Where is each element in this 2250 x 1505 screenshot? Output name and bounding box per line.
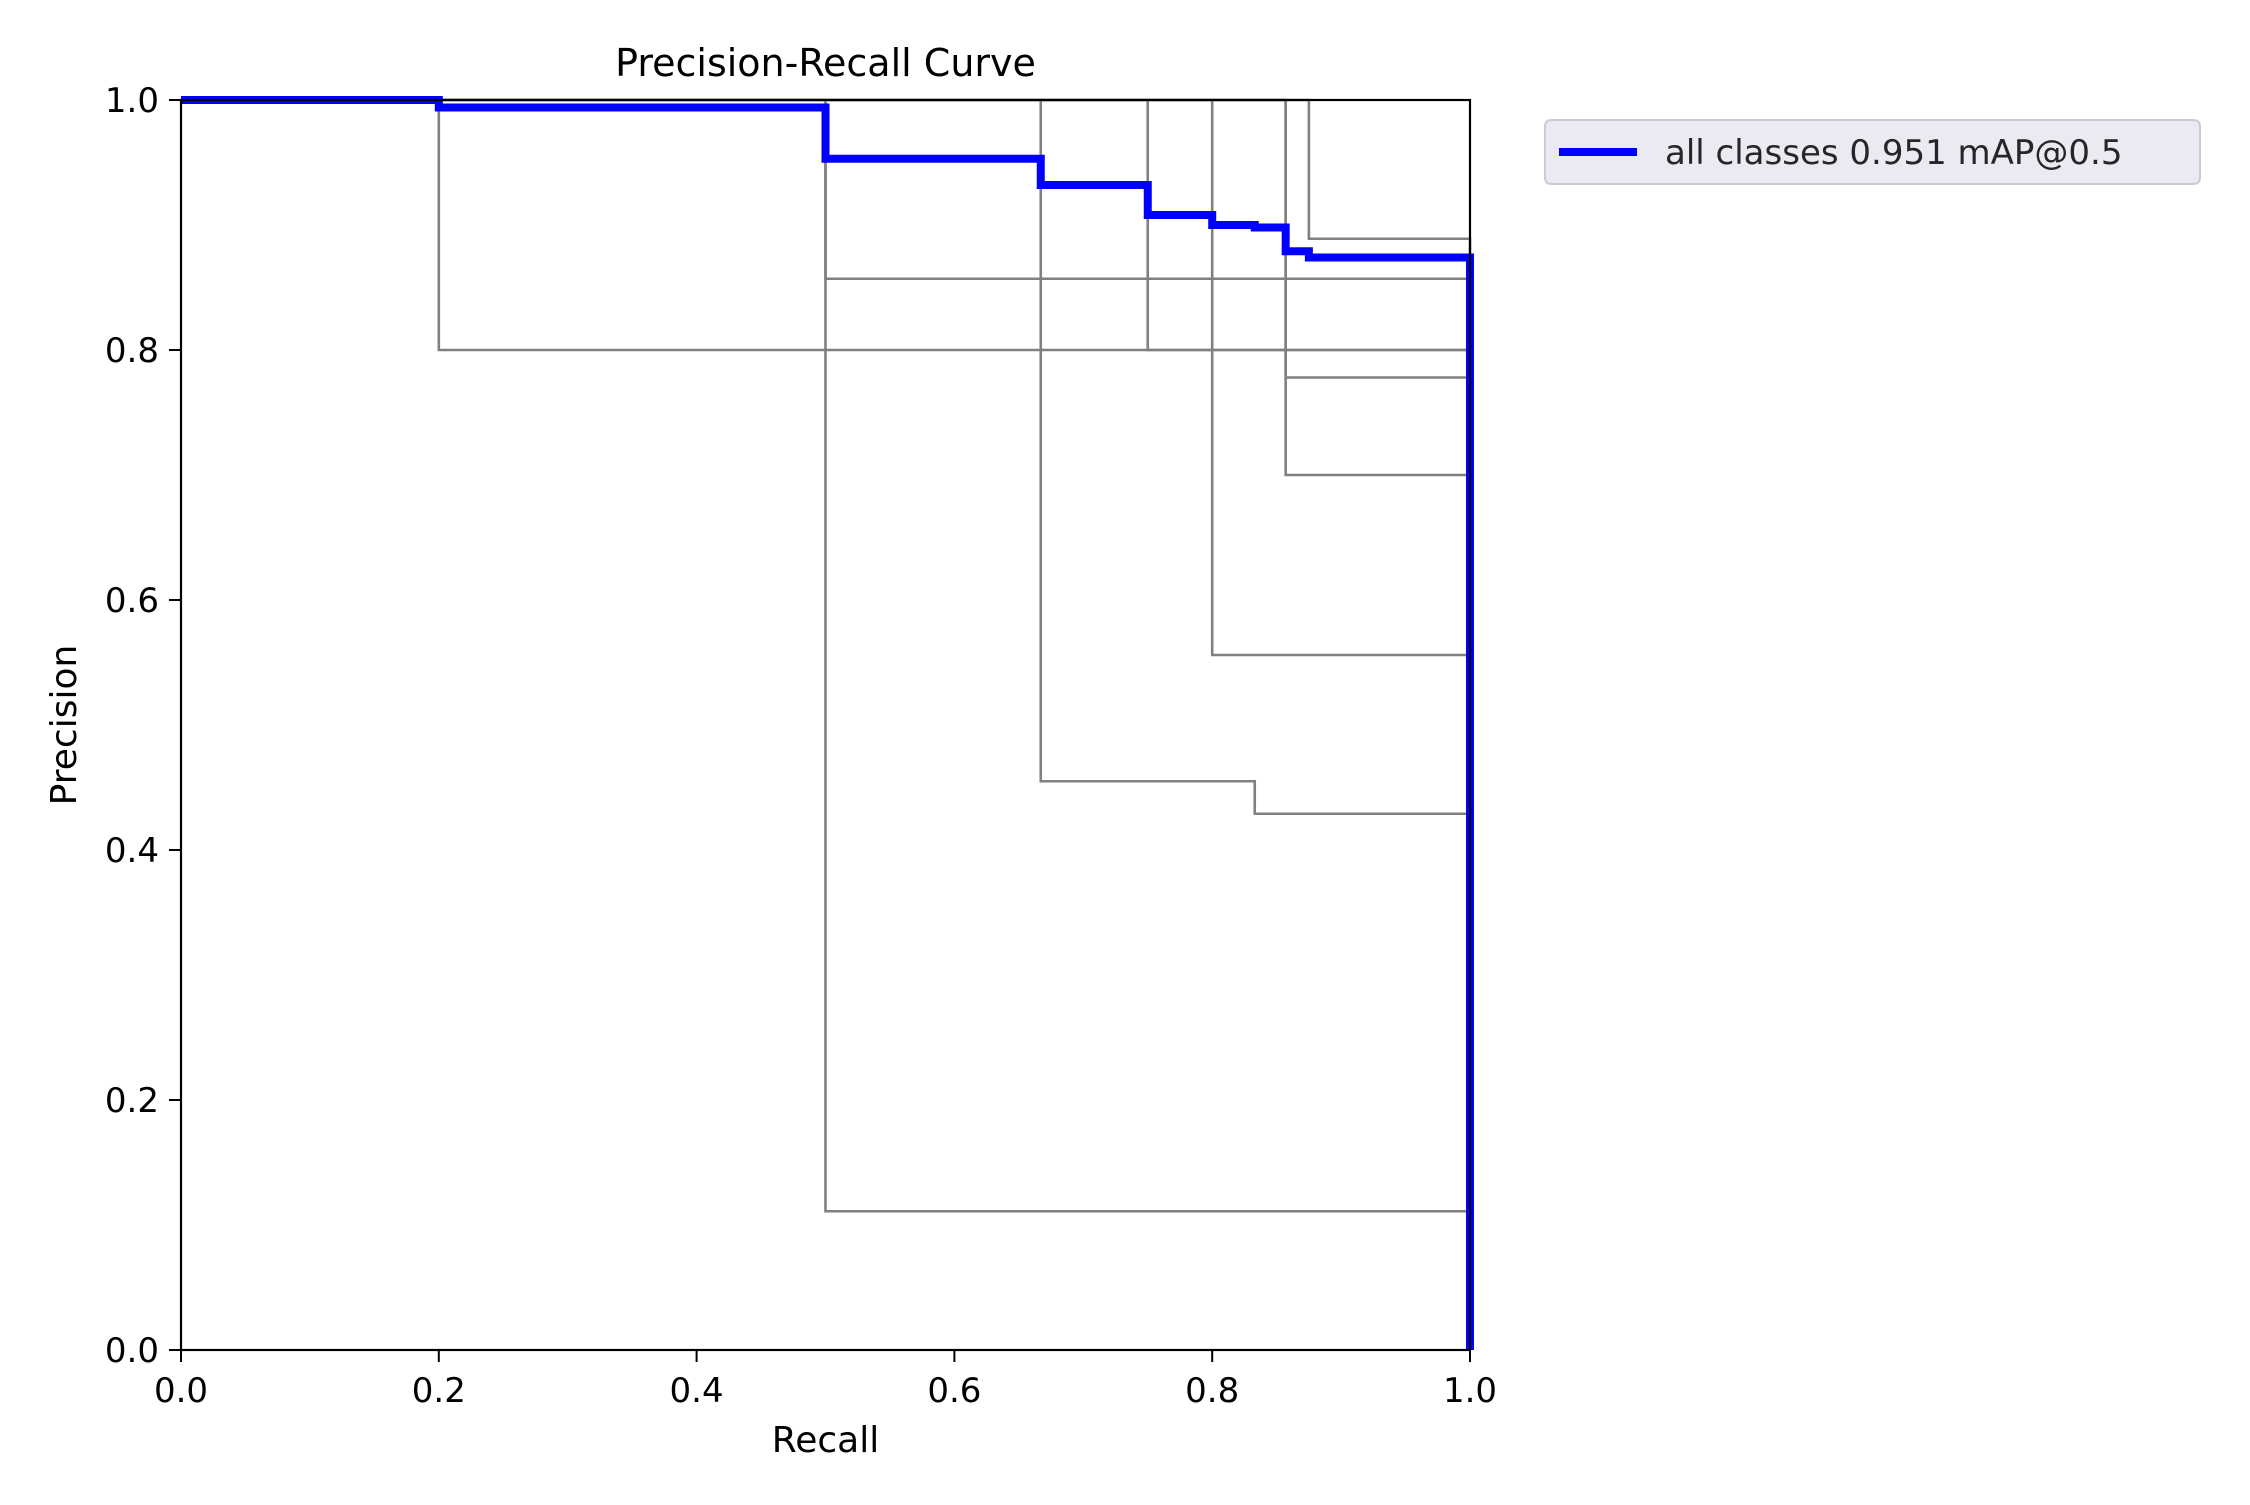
legend-box — [1544, 119, 2201, 185]
x-tick-label: 0.4 — [670, 1371, 724, 1411]
y-tick-label: 0.4 — [105, 831, 159, 871]
axes: 0.0 0.2 0.4 0.6 0.8 1.0 0.0 0.2 0.4 0.6 0.8 1.0 — [105, 81, 1497, 1411]
y-axis-label: Precision — [44, 645, 85, 806]
x-tick-label: 0.0 — [154, 1371, 208, 1411]
y-tick-label: 0.2 — [105, 1081, 159, 1121]
x-axis-label: Recall — [772, 1420, 879, 1461]
x-tick-label: 0.2 — [412, 1371, 466, 1411]
legend: all classes 0.951 mAP@0.5 — [1544, 119, 2201, 185]
y-tick-label: 0.8 — [105, 331, 159, 371]
x-tick-label: 0.6 — [927, 1371, 981, 1411]
legend-label-all-classes: all classes 0.951 mAP@0.5 — [1665, 133, 2122, 173]
all-classes-curve — [181, 96, 1474, 1350]
x-tick-label: 0.8 — [1185, 1371, 1239, 1411]
y-tick-label: 0.6 — [105, 581, 159, 621]
chart-title: Precision-Recall Curve — [615, 41, 1036, 85]
plot-frame — [179, 98, 1472, 1352]
y-tick-label: 0.0 — [105, 1331, 159, 1371]
x-tick-label: 1.0 — [1443, 1371, 1497, 1411]
all-classes-curve-group — [181, 96, 1474, 1350]
y-tick-label: 1.0 — [105, 81, 159, 121]
